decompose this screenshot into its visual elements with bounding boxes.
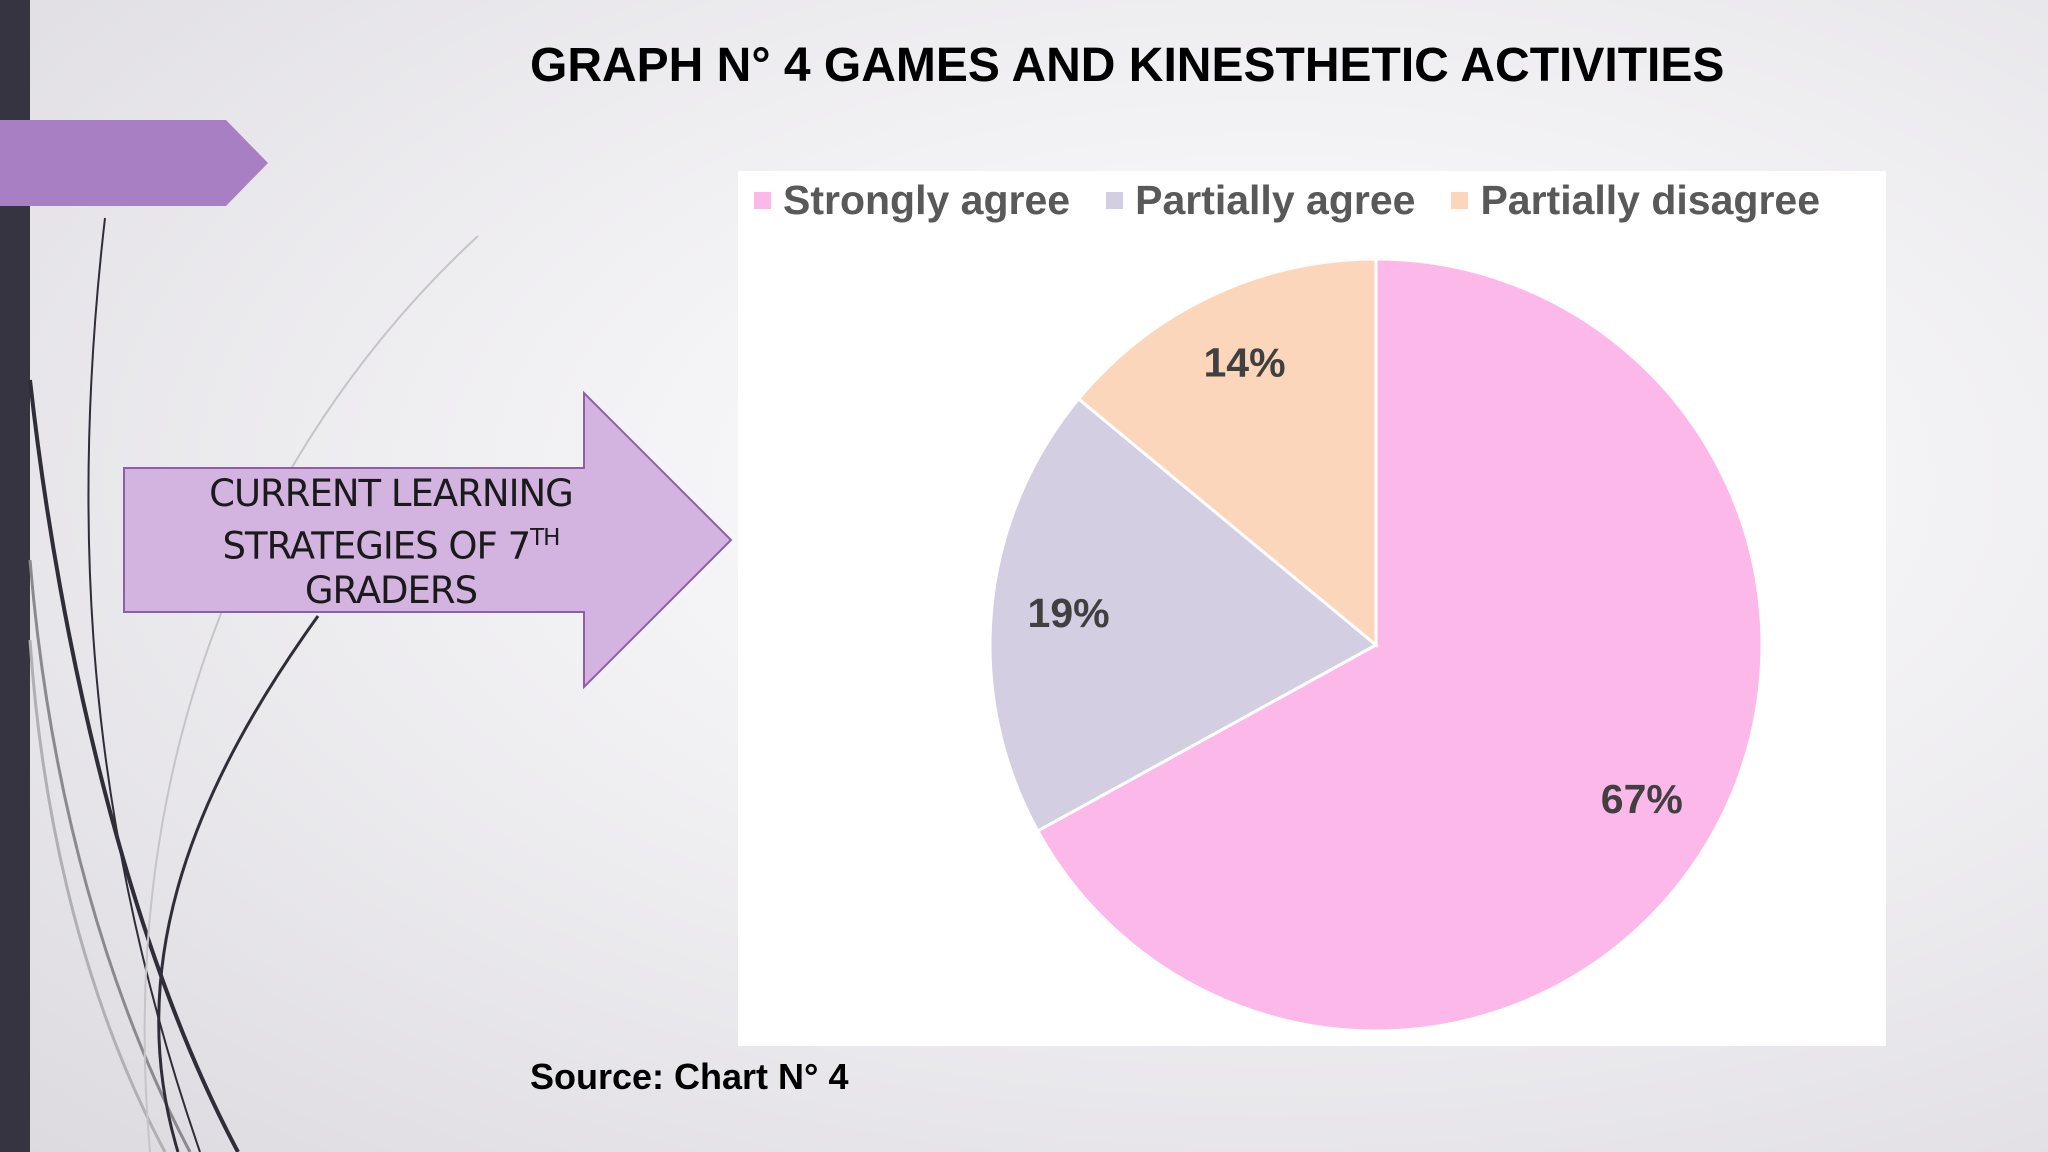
callout-arrow-shape bbox=[123, 390, 733, 690]
pie-slice-partially-disagree bbox=[1076, 257, 1378, 649]
callout-line-1: CURRENT LEARNING bbox=[209, 471, 574, 515]
pie-data-label: 14% bbox=[1203, 339, 1285, 385]
callout-line-2: STRATEGIES OF 7 bbox=[222, 524, 531, 568]
title-tab-shape bbox=[0, 120, 268, 206]
pie-chart: 67% 19% 14% bbox=[988, 257, 1764, 1033]
legend-swatch bbox=[1106, 191, 1124, 209]
slide-title: GRAPH N° 4 GAMES AND KINESTHETIC ACTIVIT… bbox=[530, 39, 1725, 92]
callout-superscript: TH bbox=[530, 524, 560, 551]
pie-data-label: 67% bbox=[1601, 776, 1683, 822]
pie-slice-strongly-agree bbox=[1035, 257, 1764, 1033]
source-note: Source: Chart N° 4 bbox=[530, 1056, 849, 1097]
pie-data-label: 19% bbox=[1028, 590, 1110, 636]
legend-label: Partially agree bbox=[1135, 176, 1416, 223]
callout-text: CURRENT LEARNING STRATEGIES OF 7TH GRADE… bbox=[124, 470, 658, 614]
legend-swatch bbox=[1451, 191, 1469, 209]
legend-swatch bbox=[754, 191, 771, 209]
legend-label: Strongly agree bbox=[783, 176, 1071, 223]
legend-item: Partially disagree bbox=[1451, 177, 1820, 224]
callout-line-3: GRADERS bbox=[304, 569, 478, 613]
chart-panel: Strongly agree Partially agree Partially d… bbox=[738, 171, 1886, 1046]
legend-label: Partially disagree bbox=[1480, 176, 1821, 223]
legend-item: Partially agree bbox=[1106, 177, 1415, 224]
legend-item: Strongly agree bbox=[754, 177, 1070, 224]
decorative-curves bbox=[28, 217, 479, 1152]
chart-legend: Strongly agree Partially agree Partially d… bbox=[754, 175, 1856, 225]
pie-slice-partially-agree bbox=[988, 396, 1379, 833]
